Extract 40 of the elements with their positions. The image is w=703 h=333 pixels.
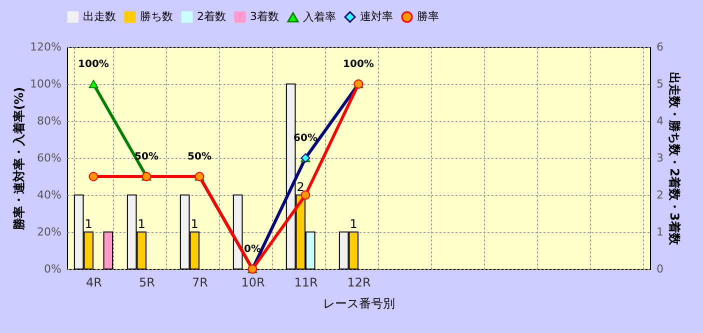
y2-tick-label: 5 [656, 78, 664, 90]
x-tick-label: 7R [192, 276, 208, 290]
y-tick-label: 40% [37, 188, 62, 202]
y-tick-label: 80% [37, 114, 62, 128]
legend-label: 勝ち数 [140, 10, 173, 23]
x-tick-label: 10R [241, 276, 265, 290]
data-label: 100% [343, 59, 374, 70]
data-label: 100% [78, 59, 109, 70]
data-label: 1 [190, 217, 198, 231]
x-tick-label: 11R [294, 276, 318, 290]
data-label: 2 [296, 180, 304, 194]
y-tick-label: 20% [37, 226, 62, 238]
y2-tick-label: 4 [656, 114, 664, 128]
x-axis-title: レース番号別 [323, 296, 395, 310]
data-label: 50% [188, 152, 212, 162]
y2-tick-label: 1 [656, 226, 664, 238]
legend-label: 出走数 [83, 10, 116, 23]
legend-label: 勝率 [417, 10, 439, 23]
point [88, 80, 98, 88]
y2-tick-label: 3 [656, 152, 664, 164]
x-tick-label: 4R [86, 276, 102, 290]
legend-label: 3着数 [250, 10, 279, 23]
legend-label: 入着率 [303, 10, 336, 24]
data-label: 1 [84, 217, 92, 231]
point [300, 190, 310, 200]
y2-axis-title: 出走数・勝ち数・2着数・3着数 [668, 72, 682, 246]
y2-tick-label: 0 [656, 262, 664, 276]
data-label: 1 [138, 217, 146, 231]
data-label: 1 [350, 217, 358, 231]
y-tick-label: 60% [37, 152, 62, 164]
y2-tick-label: 2 [656, 188, 664, 202]
y-tick-label: 120% [30, 40, 62, 54]
legend-label: 連対率 [360, 10, 393, 23]
x-tick-label: 5R [139, 276, 155, 290]
y-tick-label: 100% [30, 78, 62, 90]
y-axis-title: 勝率・連対率・入着率(%) [12, 87, 26, 231]
y-tick-label: 0% [44, 262, 62, 276]
x-tick-label: 12R [347, 276, 371, 290]
legend-label: 2着数 [197, 10, 226, 23]
y2-tick-label: 6 [656, 40, 664, 54]
